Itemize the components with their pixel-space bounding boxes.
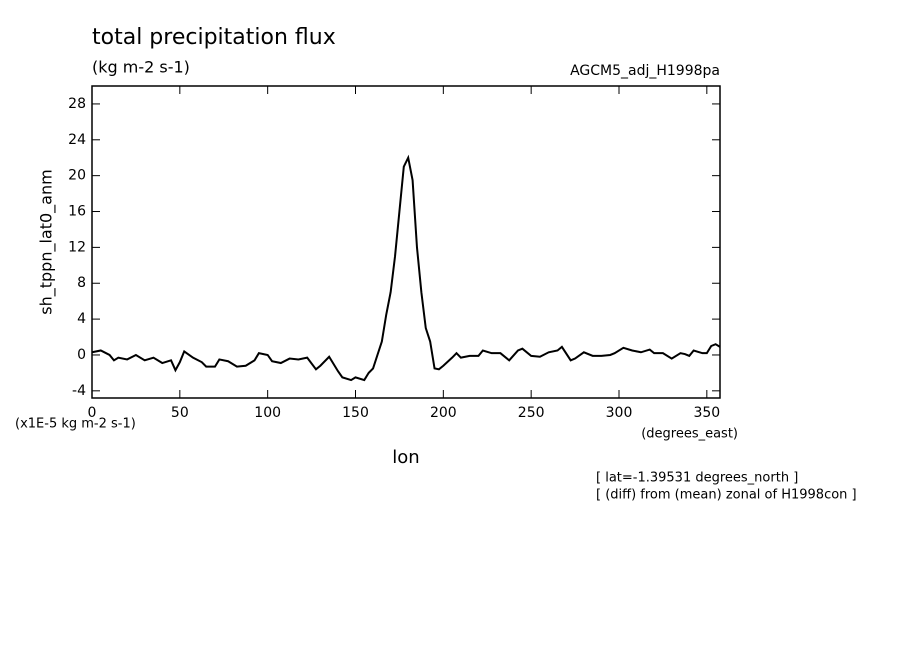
experiment-label: AGCM5_adj_H1998pa — [570, 63, 720, 79]
y-tick-label: 8 — [77, 275, 86, 291]
y-tick-label: 0 — [77, 347, 86, 363]
chart-subtitle: (kg m-2 s-1) — [92, 58, 190, 77]
y-tick-label: 4 — [77, 311, 86, 327]
x-axis-label: lon — [392, 447, 419, 468]
y-axis-label: sh_tppn_lat0_anm — [37, 169, 57, 314]
y-tick-label: 20 — [68, 168, 86, 184]
x-units: (degrees_east) — [641, 427, 738, 442]
y-units: (x1E-5 kg m-2 s-1) — [15, 417, 136, 432]
y-tick-label: 12 — [68, 239, 86, 255]
x-tick-label: 150 — [342, 405, 369, 421]
x-tick-label: 0 — [88, 405, 97, 421]
data-line — [91, 154, 721, 382]
y-tick-label: -4 — [72, 383, 86, 399]
x-tick-label: 300 — [606, 405, 633, 421]
y-tick-label: 24 — [68, 132, 86, 148]
x-tick-label: 350 — [693, 405, 720, 421]
y-tick-label: 28 — [68, 96, 86, 112]
x-tick-label: 250 — [518, 405, 545, 421]
x-tick-label: 200 — [430, 405, 457, 421]
note: [ lat=-1.39531 degrees_north ] — [596, 471, 798, 486]
x-tick-label: 50 — [171, 405, 189, 421]
plot-frame — [91, 85, 721, 399]
note: [ (diff) from (mean) zonal of H1998con ] — [596, 488, 857, 503]
chart-title: total precipitation flux — [92, 25, 336, 50]
x-tick-label: 100 — [254, 405, 281, 421]
y-tick-label: 16 — [68, 204, 86, 220]
